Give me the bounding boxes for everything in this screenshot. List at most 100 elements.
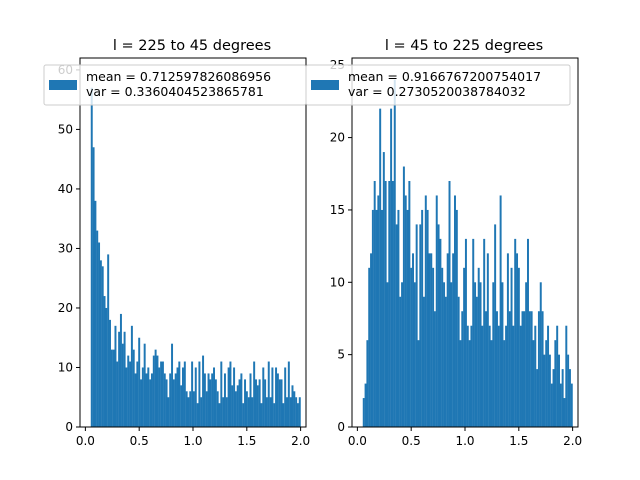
legend-left: mean = 0.712597826086956 var = 0.3360404… (43, 64, 307, 106)
histogram-bar-right-23 (404, 195, 407, 427)
x-tick-label-right-2: 1.0 (455, 434, 474, 448)
histogram-bar-left-78 (233, 367, 236, 427)
histogram-bar-right-36 (428, 253, 431, 427)
histogram-bar-left-42 (167, 397, 170, 427)
legend-mean-left: mean = 0.712597826086956 (86, 69, 271, 84)
histogram-bar-left-25 (136, 361, 139, 427)
histogram-bar-left-16 (119, 313, 122, 427)
histogram-bar-left-95 (264, 379, 267, 427)
histogram-bar-right-14 (388, 181, 391, 427)
histogram-bar-right-96 (537, 311, 540, 427)
histogram-bar-right-84 (516, 253, 519, 427)
histogram-bar-right-32 (421, 209, 424, 427)
histogram-bar-right-67 (485, 311, 487, 427)
histogram-bar-left-32 (149, 379, 152, 427)
histogram-bar-left-10 (109, 319, 111, 427)
histogram-bar-right-53 (459, 340, 462, 427)
histogram-bar-right-1 (364, 383, 367, 427)
histogram-bar-left-13 (114, 325, 117, 427)
histogram-bar-right-12 (384, 181, 387, 427)
histogram-bar-left-114 (298, 397, 301, 427)
histogram-bar-left-53 (187, 397, 190, 427)
histogram-bar-left-107 (286, 397, 288, 427)
histogram-bar-left-74 (225, 397, 228, 427)
histogram-bar-left-44 (171, 343, 174, 427)
histogram-bar-right-88 (523, 311, 526, 427)
histogram-bar-right-22 (402, 166, 405, 427)
histogram-bar-left-30 (145, 373, 148, 427)
histogram-bar-left-100 (273, 403, 276, 427)
histogram-bar-left-1 (92, 147, 95, 427)
histogram-bar-right-114 (570, 383, 573, 427)
histogram-bar-left-46 (174, 373, 177, 427)
histogram-bar-left-52 (185, 391, 188, 427)
histogram-bar-right-8 (377, 195, 380, 427)
histogram-bar-right-62 (475, 296, 478, 427)
histogram-bar-right-82 (512, 325, 515, 427)
axes-right: 0.00.51.01.52.00510152025 (330, 58, 582, 448)
histogram-bar-right-57 (466, 325, 469, 427)
legend-mean-right: mean = 0.9166767200754017 (348, 69, 541, 84)
histogram-bar-left-113 (296, 403, 299, 427)
x-tick-label-right-0: 0.0 (348, 434, 367, 448)
histogram-bar-right-105 (554, 340, 557, 427)
histogram-bar-right-40 (435, 195, 438, 427)
histogram-bar-right-108 (559, 383, 562, 427)
histogram-bar-right-92 (530, 311, 533, 427)
histogram-bar-right-24 (406, 209, 409, 427)
histogram-bar-left-71 (220, 361, 223, 427)
histogram-bar-right-45 (444, 296, 447, 427)
histogram-bar-right-28 (413, 282, 416, 427)
legend-swatch-left (49, 80, 77, 90)
histogram-bar-right-83 (514, 238, 517, 427)
chart-title-right: l = 45 to 225 degrees (385, 38, 543, 54)
histogram-bar-right-101 (547, 325, 550, 427)
histogram-bar-left-14 (116, 361, 119, 427)
histogram-bar-right-100 (545, 340, 548, 427)
legend-right: mean = 0.9166767200754017 var = 0.273052… (305, 64, 571, 106)
histogram-bar-right-21 (401, 282, 404, 427)
histogram-bar-right-30 (417, 340, 420, 427)
histogram-bar-right-54 (461, 311, 464, 427)
histogram-bar-right-20 (399, 296, 402, 427)
histogram-bar-right-89 (525, 282, 528, 427)
histogram-bar-right-33 (422, 296, 425, 427)
histogram-bar-left-3 (96, 230, 99, 427)
histogram-bar-right-58 (468, 340, 471, 427)
histogram-bar-right-73 (495, 311, 498, 427)
y-tick-label-left-1: 10 (58, 360, 73, 374)
histogram-bar-right-86 (519, 325, 522, 427)
histogram-bar-right-27 (412, 253, 414, 427)
y-tick-label-right-2: 10 (330, 275, 345, 289)
histogram-bar-right-15 (390, 108, 393, 428)
histogram-bar-left-87 (249, 373, 252, 427)
histogram-bar-right-72 (494, 224, 497, 427)
histogram-bar-left-70 (218, 403, 221, 427)
histogram-bar-right-70 (490, 340, 493, 427)
histogram-bar-right-65 (481, 325, 484, 427)
y-tick-label-right-0: 0 (337, 420, 345, 434)
histogram-bar-left-75 (227, 367, 230, 427)
histogram-bar-left-69 (216, 391, 219, 427)
histogram-bar-right-64 (479, 282, 482, 427)
histogram-bar-left-90 (255, 379, 257, 427)
histogram-bar-left-19 (125, 367, 128, 427)
histogram-bar-left-49 (180, 385, 183, 427)
histogram-bar-left-105 (282, 403, 285, 427)
y-tick-label-left-2: 20 (58, 301, 73, 315)
histogram-bar-left-106 (284, 367, 287, 427)
histogram-bar-right-0 (362, 398, 365, 427)
histogram-bar-right-98 (541, 311, 544, 427)
histogram-bar-right-34 (424, 195, 427, 427)
histogram-bar-right-91 (528, 311, 531, 427)
histogram-bar-right-112 (567, 354, 570, 427)
histogram-bar-right-44 (443, 282, 446, 427)
histogram-bar-left-64 (207, 373, 210, 427)
histogram-bar-left-99 (271, 367, 274, 427)
histogram-bar-right-111 (565, 325, 568, 427)
histogram-bar-left-9 (107, 254, 110, 427)
histogram-bar-left-112 (295, 397, 298, 427)
histogram-bars-left (90, 87, 301, 427)
histogram-bar-right-51 (455, 209, 458, 427)
histogram-bar-right-39 (433, 311, 436, 427)
